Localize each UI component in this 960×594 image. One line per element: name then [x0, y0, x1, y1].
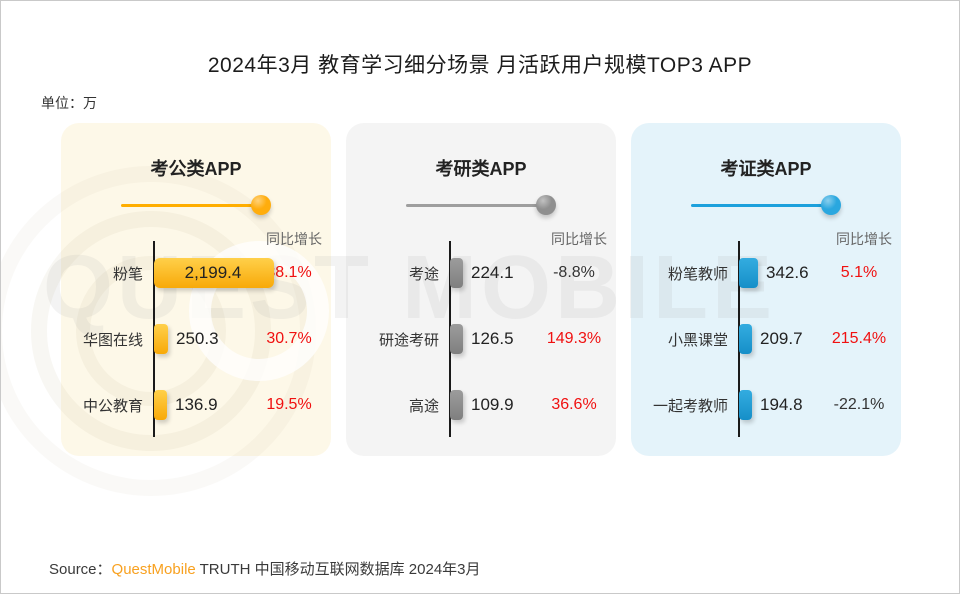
app-value: 250.3: [176, 329, 219, 348]
title-underline: [406, 195, 556, 215]
panel-title: 考证类APP: [720, 159, 812, 179]
app-value: 194.8: [760, 395, 803, 414]
panel-title: 考研类APP: [435, 159, 527, 179]
underline-bar: [121, 203, 255, 207]
app-row: 研途考研 126.5 149.3%: [346, 306, 616, 372]
value-bar: [739, 390, 752, 420]
panel-title: 考公类APP: [150, 159, 242, 179]
source-line: Source：QuestMobile TRUTH 中国移动互联网数据库 2024…: [49, 558, 481, 579]
yoy-value: -22.1%: [833, 396, 885, 413]
page-title: 2024年3月 教育学习细分场景 月活跃用户规模TOP3 APP: [207, 54, 753, 77]
bar-zone: 136.9: [153, 390, 247, 420]
app-name: 研途考研: [378, 331, 439, 349]
yoy-value: -8.8%: [553, 264, 595, 281]
underline-dot-icon: [821, 195, 841, 215]
panel-grad-exam-apps: 考研类APP 同比增长 考途 224.1 -8.8% 研途考研 126.5 14…: [346, 123, 616, 456]
app-row: 粉笔 2,199.4 38.1%: [61, 240, 331, 306]
yoy-value: 38.1%: [266, 264, 312, 281]
app-value: 2,199.4: [184, 263, 242, 282]
app-row: 一起考教师 194.8 -22.1%: [631, 372, 901, 438]
app-value: 109.9: [471, 395, 514, 414]
app-row: 粉笔教师 342.6 5.1%: [631, 240, 901, 306]
value-bar: [154, 390, 167, 420]
yoy-value: 30.7%: [266, 330, 312, 347]
app-name: 华图在线: [82, 331, 143, 349]
panel-civil-service-apps: 考公类APP 同比增长 粉笔 2,199.4 38.1% 华图在线 250.3 …: [61, 123, 331, 456]
title-underline: [121, 195, 271, 215]
value-bar: [154, 324, 168, 354]
app-name: 高途: [408, 397, 439, 415]
panels-row: 考公类APP 同比增长 粉笔 2,199.4 38.1% 华图在线 250.3 …: [61, 123, 901, 456]
app-name: 粉笔教师: [667, 265, 728, 283]
app-name: 考途: [408, 265, 439, 283]
yoy-value: 149.3%: [546, 330, 602, 347]
bar-zone: 109.9: [449, 390, 532, 420]
app-value: 126.5: [471, 329, 514, 348]
value-bar: [450, 324, 463, 354]
bar-zone: 250.3: [153, 324, 247, 354]
app-name: 一起考教师: [652, 397, 728, 415]
yoy-value: 215.4%: [831, 330, 887, 347]
app-value: 342.6: [766, 263, 809, 282]
source-suffix: TRUTH 中国移动互联网数据库 2024年3月: [195, 561, 481, 578]
value-bar: [450, 258, 463, 288]
value-bar: [739, 324, 752, 354]
bar-zone: 342.6: [738, 258, 817, 288]
yoy-value: 19.5%: [266, 396, 312, 413]
app-row: 中公教育 136.9 19.5%: [61, 372, 331, 438]
yoy-value: 36.6%: [551, 396, 597, 413]
app-name: 粉笔: [112, 265, 143, 283]
app-name: 中公教育: [82, 397, 143, 415]
bar-zone: 2,199.4: [153, 258, 274, 288]
value-bar: [450, 390, 463, 420]
unit-label: 单位：万: [41, 95, 97, 111]
bar-rows: 粉笔教师 342.6 5.1% 小黑课堂 209.7 215.4% 一起考教师 …: [631, 240, 901, 438]
value-bar: [739, 258, 758, 288]
bar-zone: 209.7: [738, 324, 817, 354]
app-row: 考途 224.1 -8.8%: [346, 240, 616, 306]
title-underline: [691, 195, 841, 215]
value-bar: [154, 258, 274, 288]
underline-dot-icon: [536, 195, 556, 215]
app-value: 136.9: [175, 395, 218, 414]
app-name: 小黑课堂: [667, 331, 728, 349]
panel-certification-apps: 考证类APP 同比增长 粉笔教师 342.6 5.1% 小黑课堂 209.7 2…: [631, 123, 901, 456]
underline-bar: [691, 203, 825, 207]
app-value: 224.1: [471, 263, 514, 282]
app-row: 高途 109.9 36.6%: [346, 372, 616, 438]
yoy-column-header: 同比增长: [551, 231, 607, 247]
app-row: 小黑课堂 209.7 215.4%: [631, 306, 901, 372]
bar-zone: 194.8: [738, 390, 817, 420]
app-row: 华图在线 250.3 30.7%: [61, 306, 331, 372]
bar-zone: 224.1: [449, 258, 532, 288]
yoy-column-header: 同比增长: [836, 231, 892, 247]
underline-bar: [406, 203, 540, 207]
yoy-value: 5.1%: [840, 264, 878, 281]
bar-rows: 粉笔 2,199.4 38.1% 华图在线 250.3 30.7% 中公教育 1…: [61, 240, 331, 438]
bar-rows: 考途 224.1 -8.8% 研途考研 126.5 149.3% 高途 109.…: [346, 240, 616, 438]
source-brand: QuestMobile: [111, 561, 196, 578]
bar-zone: 126.5: [449, 324, 532, 354]
app-value: 209.7: [760, 329, 803, 348]
source-prefix: Source：: [49, 561, 112, 578]
underline-dot-icon: [251, 195, 271, 215]
